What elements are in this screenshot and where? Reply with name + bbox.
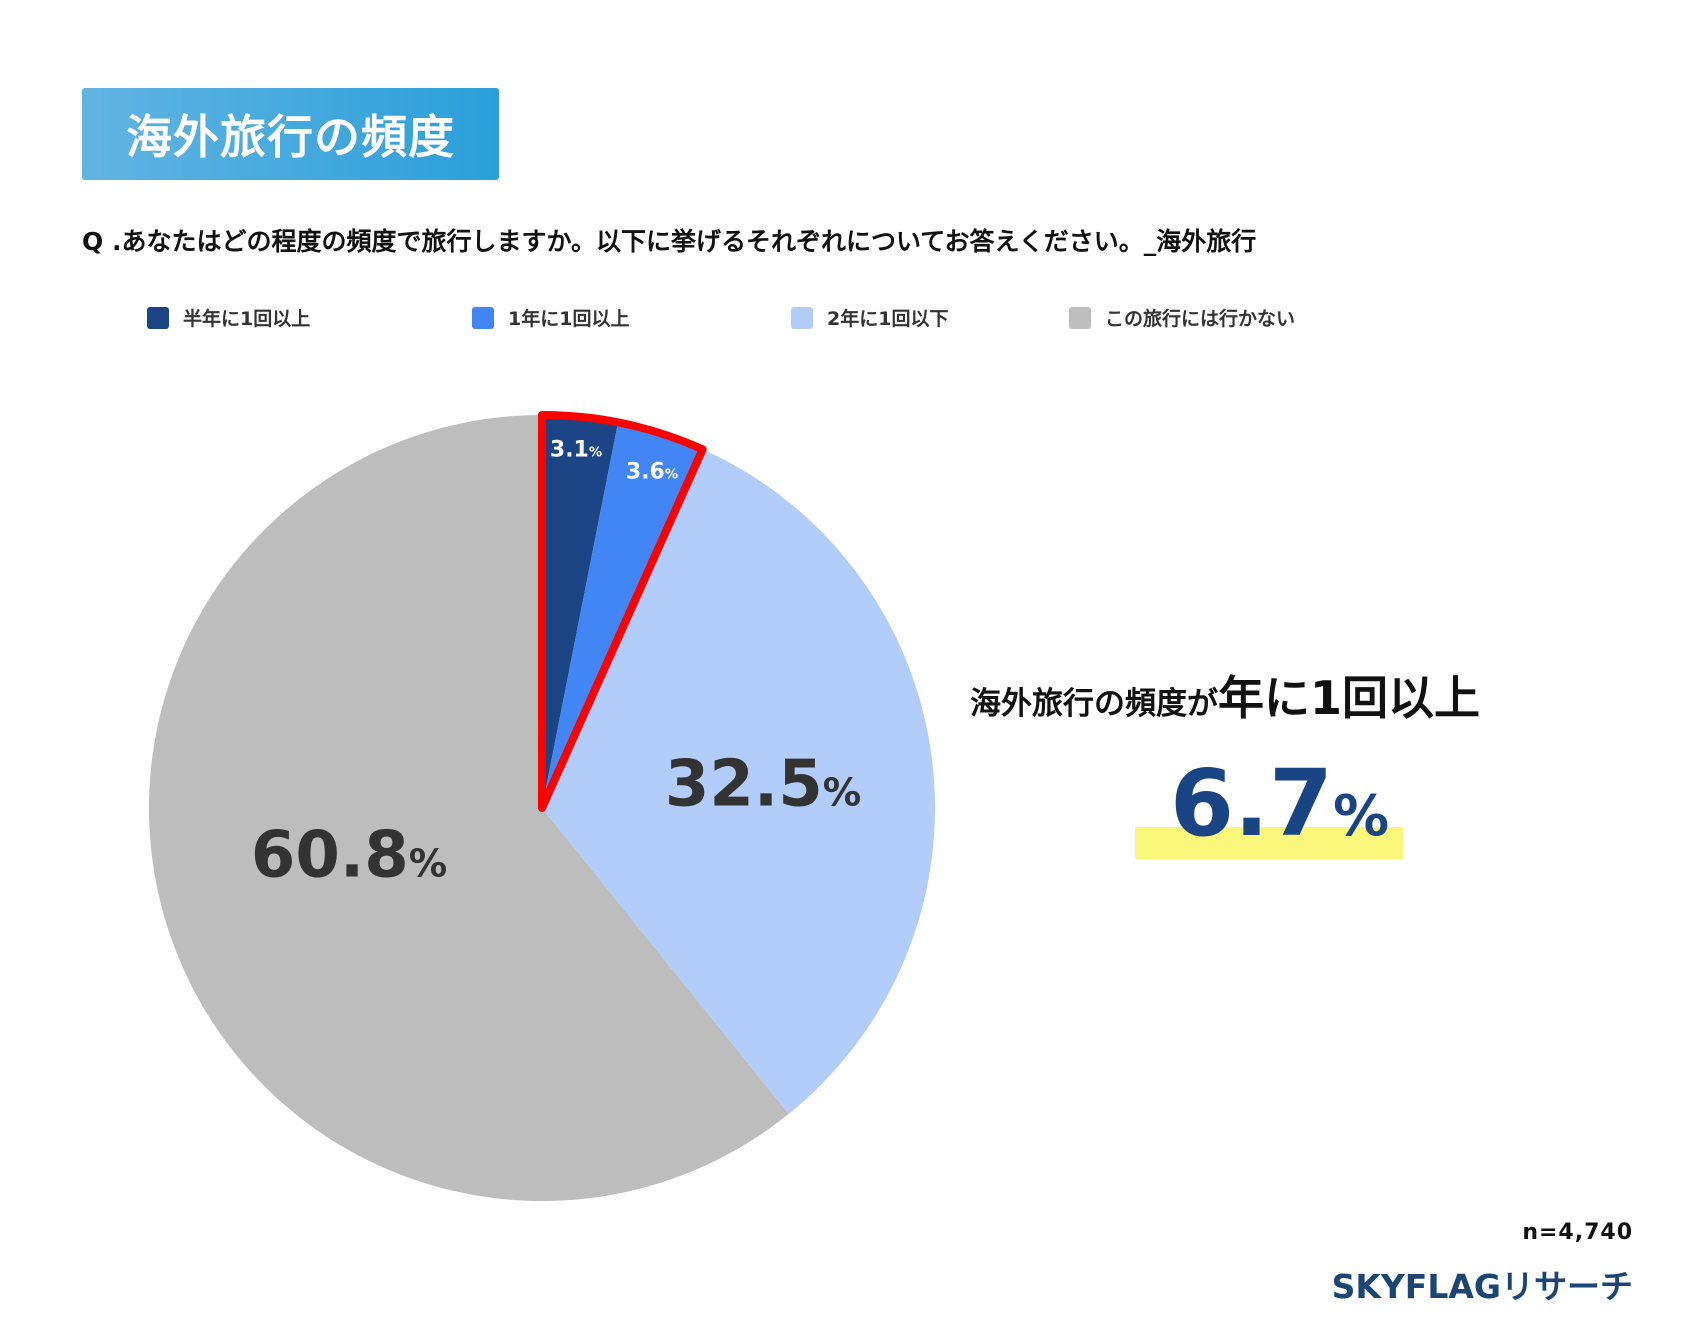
data-label: 3.6% [626,460,678,485]
legend-item: 半年に1回以上 [147,304,310,331]
question-text: Q .あなたはどの程度の頻度で旅行しますか。以下に挙げるそれぞれについてお答えく… [82,227,1257,256]
callout-text: 海外旅行の頻度が年に1回以上 [970,662,1480,728]
legend-item: 2年に1回以下 [791,304,948,331]
legend-label: 2年に1回以下 [827,308,949,330]
data-label: 3.1% [550,438,602,463]
legend-label: この旅行には行かない [1105,308,1296,330]
pie-slice [148,415,789,1201]
sample-size: n=4,740 [1522,1220,1633,1245]
legend-swatch [1069,306,1091,329]
brand-logo: SKYFLAGリサーチ [1331,1267,1633,1306]
legend-swatch [472,306,494,329]
title-banner: 海外旅行の頻度 [82,88,499,180]
callout-emphasis: 年に1回以上 [1218,671,1481,725]
data-label: 32.5% [665,747,861,821]
highlight-marker [1135,827,1403,859]
callout-number: 6.7 [1170,750,1333,857]
legend-item: 1年に1回以上 [472,304,629,331]
callout-value: 6.7% [1170,750,1389,857]
pie-slice [542,415,619,808]
highlight-outline [538,411,707,812]
legend-swatch [791,306,813,329]
legend-label: 1年に1回以上 [508,308,630,330]
page-title: 海外旅行の頻度 [126,110,455,164]
legend-label: 半年に1回以上 [183,308,311,330]
data-label: 60.8% [251,818,447,892]
callout-unit: % [1332,784,1390,849]
legend-item: この旅行には行かない [1069,304,1295,331]
legend-swatch [147,306,169,329]
pie-slice [542,449,936,1114]
callout-prefix: 海外旅行の頻度が [970,686,1218,722]
